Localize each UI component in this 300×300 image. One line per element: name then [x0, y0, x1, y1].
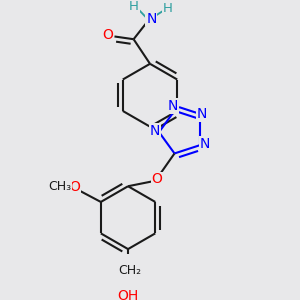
Text: OH: OH	[117, 289, 139, 300]
Text: N: N	[196, 107, 207, 121]
Text: N: N	[168, 99, 178, 113]
Text: O: O	[102, 28, 113, 42]
Text: H: H	[129, 0, 139, 13]
Text: CH₃: CH₃	[48, 180, 71, 194]
Text: H: H	[162, 2, 172, 15]
Text: O: O	[151, 172, 162, 186]
Text: N: N	[146, 12, 157, 26]
Text: CH₂: CH₂	[118, 264, 141, 278]
Text: N: N	[199, 137, 210, 151]
Text: O: O	[69, 180, 80, 194]
Text: N: N	[150, 124, 160, 138]
